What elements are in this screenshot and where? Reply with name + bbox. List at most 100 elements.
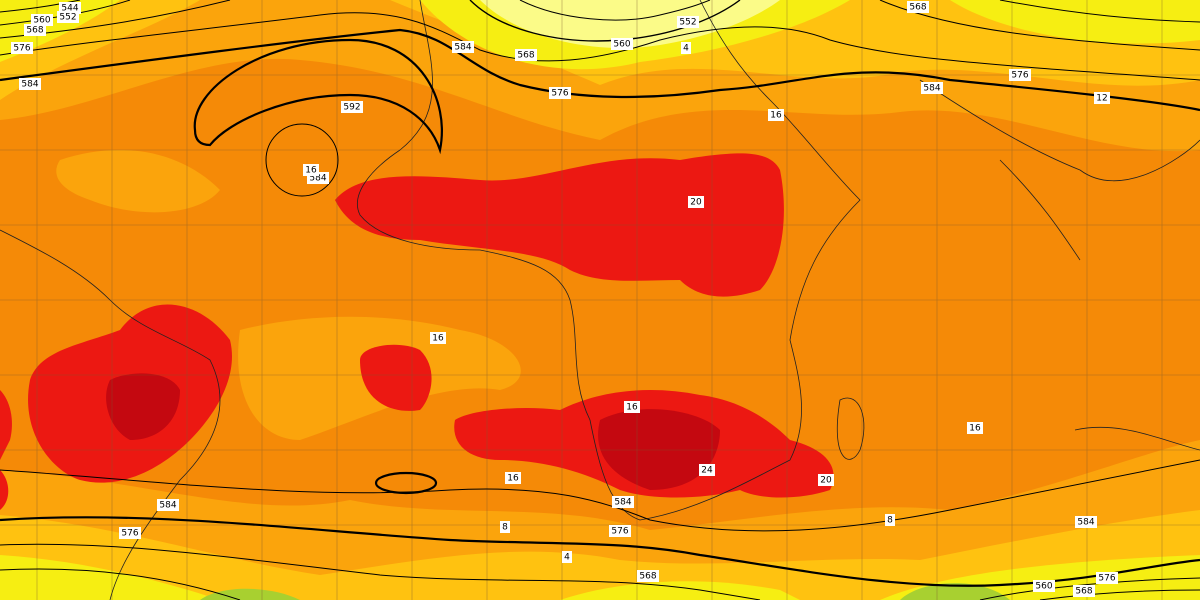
- contour-label: 568: [1073, 585, 1095, 597]
- contour-label-box: [818, 474, 834, 486]
- contour-line: [0, 543, 761, 600]
- coastline: [1074, 426, 1200, 451]
- contour-label: 584: [1075, 516, 1097, 528]
- contour-label: 4: [681, 42, 691, 54]
- contour-label-text: 8: [502, 523, 508, 533]
- contour-label-text: 584: [159, 501, 176, 511]
- contour-line: [519, 0, 711, 21]
- contour-label-text: 16: [770, 111, 782, 121]
- contour-label: 16: [967, 422, 983, 434]
- contour-label-text: 576: [1098, 574, 1115, 584]
- contour-label-box: [11, 42, 33, 54]
- contour-label: 576: [1096, 572, 1118, 584]
- contour-label: 568: [907, 1, 929, 13]
- contour-label: 576: [549, 87, 571, 99]
- contour-label-box: [967, 422, 983, 434]
- contour-label-box: [515, 49, 537, 61]
- contour-label-box: [430, 332, 446, 344]
- contour-line: [1039, 589, 1200, 600]
- contour-label-text: 576: [121, 529, 138, 539]
- contour-label: 552: [677, 16, 699, 28]
- contour-label-text: 568: [517, 51, 534, 61]
- contour-label-text: 12: [1096, 94, 1107, 104]
- contour-label-text: 20: [820, 476, 832, 486]
- contour-label-text: 544: [61, 4, 78, 14]
- contour-label-box: [1033, 580, 1055, 592]
- contour-line: [265, 123, 339, 197]
- contour-label-text: 584: [21, 80, 38, 90]
- contour-label-text: 24: [701, 466, 713, 476]
- contour-label-box: [157, 499, 179, 511]
- contour-label: 584: [452, 41, 474, 53]
- contour-label-text: 576: [611, 527, 628, 537]
- contour-label-box: [1096, 572, 1118, 584]
- contour-label: 20: [688, 196, 704, 208]
- contour-label: 584: [921, 82, 943, 94]
- contour-label-box: [57, 11, 79, 23]
- field-yellow: [950, 0, 1200, 44]
- contour-label-text: 584: [309, 174, 326, 184]
- contour-line: [0, 568, 241, 600]
- contour-label: 16: [430, 332, 446, 344]
- contour-label-text: 20: [690, 198, 702, 208]
- contour-label-text: 16: [969, 424, 981, 434]
- coastline: [836, 397, 865, 460]
- contour-label-text: 576: [551, 89, 568, 99]
- contour-line: [193, 38, 443, 155]
- contour-line: [0, 12, 1200, 81]
- field-green: [900, 583, 1010, 600]
- contour-line: [0, 0, 81, 13]
- contour-label: 8: [500, 521, 510, 533]
- field-red: [0, 390, 12, 460]
- contour-label-text: 4: [683, 44, 689, 54]
- contour-label: 576: [119, 527, 141, 539]
- contour-label-text: 568: [909, 3, 926, 13]
- field-red: [0, 470, 9, 510]
- contour-label-box: [19, 78, 41, 90]
- contour-label: 16: [768, 109, 784, 121]
- coastline: [919, 79, 1200, 182]
- contour-label-box: [907, 1, 929, 13]
- contour-label: 8: [885, 514, 895, 526]
- contour-label: 560: [611, 38, 633, 50]
- contour-label-box: [119, 527, 141, 539]
- contour-label-box: [562, 551, 572, 563]
- contour-label: 560: [1033, 580, 1055, 592]
- contour-label-text: 552: [679, 18, 696, 28]
- contour-label-text: 568: [26, 26, 43, 36]
- contour-label-text: 576: [13, 44, 30, 54]
- contour-label-box: [609, 525, 631, 537]
- contour-label-box: [624, 401, 640, 413]
- field-yellow: [560, 581, 800, 600]
- contour-label-box: [921, 82, 943, 94]
- contour-label-text: 584: [923, 84, 940, 94]
- contour-label-text: 584: [614, 498, 631, 508]
- contour-label-box: [505, 472, 521, 484]
- contour-label-text: 584: [1077, 518, 1094, 528]
- contour-label-box: [681, 42, 691, 54]
- contour-label-box: [612, 496, 634, 508]
- contour-label-text: 568: [639, 572, 656, 582]
- contour-label: 20: [818, 474, 834, 486]
- contour-label: 12: [1094, 92, 1110, 104]
- contour-label-box: [24, 24, 46, 36]
- contour-line: [0, 28, 1200, 112]
- contour-label-box: [549, 87, 571, 99]
- contour-label-text: 576: [1011, 71, 1028, 81]
- contour-line: [979, 577, 1200, 600]
- contour-label-box: [699, 464, 715, 476]
- coastline: [999, 159, 1081, 261]
- contour-label: 16: [303, 164, 319, 176]
- contour-label: 576: [11, 42, 33, 54]
- contour-label-box: [1094, 92, 1110, 104]
- contour-label: 24: [699, 464, 715, 476]
- contour-label-text: 560: [1035, 582, 1052, 592]
- contour-label-text: 8: [887, 516, 893, 526]
- contour-label-box: [1009, 69, 1031, 81]
- contour-label: 16: [624, 401, 640, 413]
- contour-label: 584: [157, 499, 179, 511]
- contour-label-box: [1075, 516, 1097, 528]
- field-red: [360, 344, 432, 411]
